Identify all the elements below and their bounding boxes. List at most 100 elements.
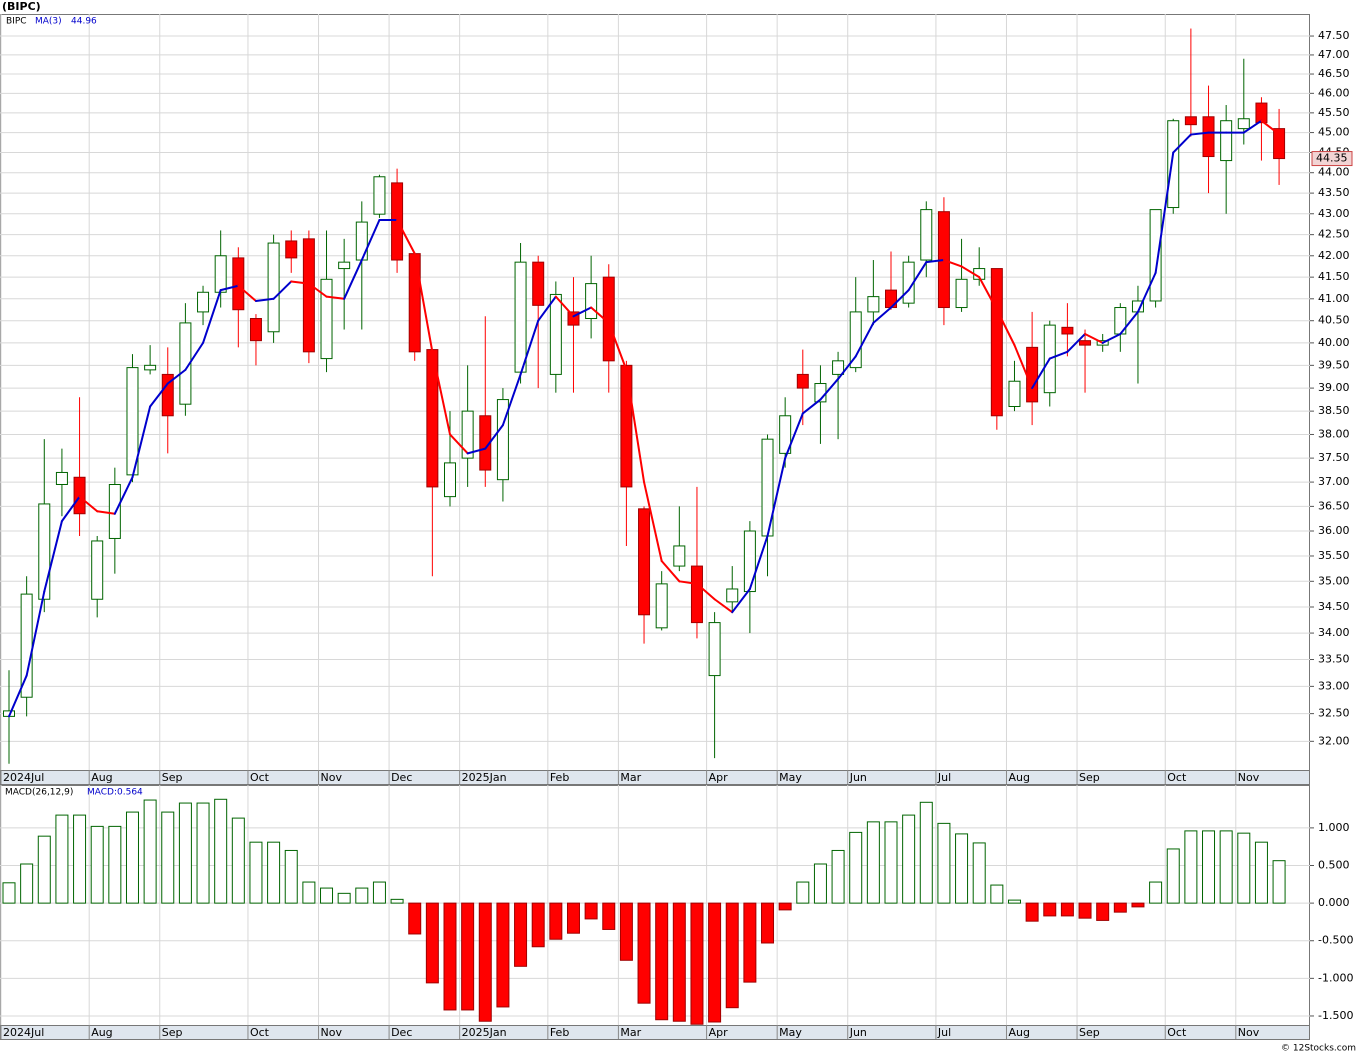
x-tick-label: 2024Jul xyxy=(3,771,44,784)
x-tick-label: Oct xyxy=(1167,1026,1187,1039)
candle-body xyxy=(1220,120,1233,162)
y-tick-label: 32.50 xyxy=(1318,707,1350,720)
ma-segment xyxy=(60,495,81,523)
x-tick-label: 2025Jan xyxy=(462,771,507,784)
candle-body xyxy=(1202,116,1215,158)
ma-segment xyxy=(1084,332,1104,344)
y-tick-label: 41.00 xyxy=(1318,292,1350,305)
macd-bar xyxy=(1166,848,1180,904)
candle-body xyxy=(1061,326,1074,335)
ma-segment xyxy=(607,321,628,371)
ma-segment xyxy=(290,280,310,285)
macd-bar xyxy=(37,835,51,904)
macd-bar xyxy=(1131,902,1145,908)
ma-segment xyxy=(166,368,187,385)
macd-bar xyxy=(214,798,228,904)
candle-body xyxy=(73,476,86,515)
macd-bar xyxy=(284,849,298,904)
macd-bar xyxy=(690,902,704,1025)
macd-bar xyxy=(1202,830,1216,904)
ma-segment xyxy=(854,321,875,358)
y-tick-label: 37.00 xyxy=(1318,475,1350,488)
ma-segment xyxy=(360,218,381,262)
x-tick-label: Sep xyxy=(1079,1026,1100,1039)
macd-bar xyxy=(108,825,122,904)
ma-segment xyxy=(396,218,416,255)
x-tick-label: Apr xyxy=(709,1026,729,1039)
candle-body xyxy=(673,545,686,567)
x-tick-label: Mar xyxy=(620,771,641,784)
candle-body xyxy=(1273,128,1286,160)
ma-segment xyxy=(643,481,663,563)
candle-body xyxy=(1184,116,1197,126)
y-tick-label: 32.00 xyxy=(1318,734,1350,747)
ma-segment xyxy=(78,495,99,513)
ma-segment xyxy=(237,284,257,302)
candle-body xyxy=(779,415,792,454)
ma-segment xyxy=(995,308,1016,347)
y-tick-label: 37.50 xyxy=(1318,451,1350,464)
y-tick-label: 41.50 xyxy=(1318,270,1350,283)
y-tick-label: 33.50 xyxy=(1318,653,1350,666)
x-tick-label: Jun xyxy=(849,771,867,784)
ma-segment xyxy=(819,377,840,401)
macd-bar xyxy=(1219,830,1233,904)
macd-bar xyxy=(461,902,475,1011)
x-tick-label: 2024Jul xyxy=(3,1026,44,1039)
legend-ma: MA(3) xyxy=(35,17,62,27)
y-tick-label: 39.50 xyxy=(1318,358,1350,371)
macd-bar xyxy=(761,902,775,944)
ma-segment xyxy=(537,295,557,322)
x-tick-label: Mar xyxy=(620,1026,641,1039)
candle-body xyxy=(91,540,104,600)
candle-body xyxy=(549,293,562,375)
candle-body xyxy=(214,255,227,293)
y-tick-label: 0.000 xyxy=(1318,896,1350,909)
candle-body xyxy=(249,318,262,342)
x-tick-label: Dec xyxy=(391,1026,412,1039)
ma-segment xyxy=(1136,271,1157,313)
y-tick-label: 34.00 xyxy=(1318,626,1350,639)
x-tick-label: Feb xyxy=(550,1026,569,1039)
candle-body xyxy=(849,311,862,369)
candle-body xyxy=(55,471,68,486)
y-tick-label: 36.50 xyxy=(1318,499,1350,512)
ma-segment xyxy=(695,582,716,601)
x-tick-label: Feb xyxy=(550,771,569,784)
ma-segment xyxy=(748,534,769,590)
macd-bar xyxy=(196,802,210,904)
macd-bar xyxy=(178,802,192,904)
macd-bar xyxy=(355,887,369,904)
candle-body xyxy=(1008,380,1021,407)
x-tick-label: Sep xyxy=(162,771,183,784)
macd-bar xyxy=(1060,902,1074,917)
ma-segment xyxy=(184,341,205,371)
legend-ma-value: 44.96 xyxy=(71,17,97,27)
watermark: © 12Stocks.com xyxy=(1281,1044,1356,1054)
macd-bar xyxy=(372,881,386,904)
y-tick-label: 46.50 xyxy=(1318,67,1350,80)
y-tick-label: 43.00 xyxy=(1318,207,1350,220)
plot-area xyxy=(0,14,1310,771)
candle-body xyxy=(708,622,721,677)
y-tick-label: 35.00 xyxy=(1318,574,1350,587)
ma-segment xyxy=(1119,310,1139,335)
candle-body xyxy=(1237,118,1250,130)
y-tick-label: -1.500 xyxy=(1318,1009,1353,1022)
candle-body xyxy=(920,209,933,261)
x-tick-label: Nov xyxy=(321,1026,343,1039)
price-tag xyxy=(1311,151,1353,167)
ma-segment xyxy=(890,289,910,309)
y-tick-label: 42.50 xyxy=(1318,228,1350,241)
macd-bar xyxy=(1272,860,1286,904)
y-tick-label: 38.00 xyxy=(1318,427,1350,440)
macd-bar xyxy=(320,887,334,904)
x-tick-label: Oct xyxy=(1167,771,1187,784)
x-tick-label: Jul xyxy=(937,771,951,784)
ma-segment xyxy=(466,447,487,455)
macd-bar xyxy=(1184,830,1198,904)
x-tick-label: Sep xyxy=(1079,771,1100,784)
candle-body xyxy=(1026,346,1039,403)
